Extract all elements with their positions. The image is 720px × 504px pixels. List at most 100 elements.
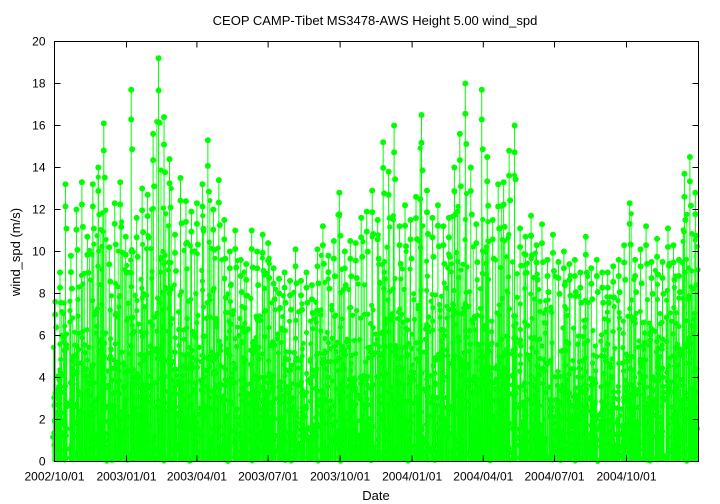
data-point xyxy=(69,389,75,395)
data-point xyxy=(402,222,409,229)
data-point xyxy=(387,224,393,230)
data-point xyxy=(58,356,64,363)
data-point xyxy=(76,284,82,290)
data-point xyxy=(269,339,276,345)
data-point xyxy=(215,177,222,184)
data-point xyxy=(396,223,403,230)
data-point xyxy=(352,240,359,247)
data-point xyxy=(348,273,355,280)
data-point xyxy=(165,223,172,229)
data-point xyxy=(196,344,202,350)
data-point xyxy=(169,358,176,365)
data-point xyxy=(434,202,441,209)
data-point xyxy=(159,289,165,295)
data-point xyxy=(78,392,84,398)
data-point xyxy=(277,379,283,385)
data-point xyxy=(258,406,265,413)
data-point xyxy=(534,271,540,277)
data-point xyxy=(572,289,579,296)
data-point xyxy=(390,212,397,219)
data-point xyxy=(90,225,97,232)
data-point xyxy=(300,340,306,346)
data-point xyxy=(263,308,269,314)
data-point xyxy=(272,286,279,292)
data-point xyxy=(290,395,296,401)
data-point xyxy=(259,249,266,256)
data-point xyxy=(555,274,562,281)
data-point xyxy=(118,223,125,230)
data-point xyxy=(385,191,392,198)
data-point xyxy=(95,188,102,195)
data-point xyxy=(604,294,610,300)
data-point xyxy=(522,251,529,258)
data-point xyxy=(148,343,154,349)
data-point xyxy=(399,266,405,272)
data-point xyxy=(76,330,82,336)
data-point xyxy=(79,223,86,230)
data-point xyxy=(444,285,450,291)
data-point xyxy=(115,314,121,320)
data-point xyxy=(599,284,606,291)
data-point xyxy=(129,146,136,153)
data-point xyxy=(404,317,411,323)
data-point xyxy=(259,437,265,443)
data-point xyxy=(474,277,480,283)
data-point xyxy=(87,409,93,415)
data-point xyxy=(182,198,189,205)
data-point xyxy=(403,243,410,250)
data-point xyxy=(432,382,439,388)
data-point xyxy=(548,304,554,310)
data-point xyxy=(313,319,319,325)
data-point xyxy=(462,110,469,117)
data-point xyxy=(145,234,152,241)
data-point xyxy=(403,248,409,255)
data-point xyxy=(106,261,113,268)
data-point xyxy=(266,324,272,331)
chart-title: CEOP CAMP-Tibet MS3478-AWS Height 5.00 w… xyxy=(213,13,538,28)
data-point xyxy=(276,275,283,282)
data-point xyxy=(54,409,61,415)
data-point xyxy=(577,284,584,291)
data-point xyxy=(601,316,608,322)
data-point xyxy=(210,206,217,213)
data-point xyxy=(493,257,499,263)
data-point xyxy=(56,269,63,276)
data-point xyxy=(165,267,171,273)
data-point xyxy=(63,225,70,232)
data-point xyxy=(363,208,370,215)
data-point xyxy=(577,416,583,422)
data-point xyxy=(358,214,365,221)
data-point xyxy=(271,296,278,303)
data-point xyxy=(355,281,361,287)
data-point xyxy=(434,222,441,229)
data-point xyxy=(233,264,240,271)
data-point xyxy=(301,392,307,398)
data-point xyxy=(265,240,272,247)
data-point xyxy=(70,358,76,364)
data-point xyxy=(358,234,365,241)
data-point xyxy=(107,278,114,285)
data-point xyxy=(151,183,158,190)
data-point xyxy=(539,259,546,266)
data-point xyxy=(191,248,198,254)
data-point xyxy=(193,220,200,227)
data-point xyxy=(465,303,471,310)
data-point xyxy=(385,401,391,407)
data-point xyxy=(106,244,113,251)
data-point xyxy=(232,245,239,252)
data-point xyxy=(478,116,485,123)
data-point xyxy=(364,248,371,255)
data-point xyxy=(275,331,281,337)
data-point xyxy=(122,233,129,240)
data-point xyxy=(222,255,229,262)
data-point xyxy=(303,284,310,291)
data-point xyxy=(373,331,379,337)
data-point xyxy=(538,221,545,228)
data-point xyxy=(392,176,399,183)
data-point xyxy=(391,149,398,156)
data-point xyxy=(204,137,211,144)
data-point xyxy=(167,204,174,211)
data-point xyxy=(430,253,437,260)
data-point xyxy=(117,179,124,186)
